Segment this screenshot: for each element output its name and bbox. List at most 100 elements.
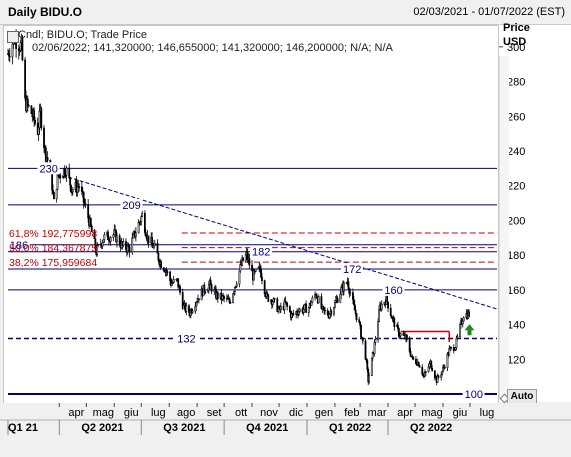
candle xyxy=(126,242,129,255)
candle-body xyxy=(125,241,127,250)
candle-body xyxy=(151,237,153,244)
candle-body xyxy=(132,234,135,239)
candle-body xyxy=(454,347,457,351)
candle-body xyxy=(144,232,147,237)
candle-body xyxy=(292,313,295,315)
candle xyxy=(468,309,470,318)
candle-body xyxy=(355,313,358,320)
x-month-label: mar xyxy=(368,407,387,419)
x-month-label: giu xyxy=(124,407,139,419)
candle xyxy=(75,175,78,197)
candle xyxy=(284,296,287,304)
candle xyxy=(90,224,93,233)
candle xyxy=(279,302,282,313)
candle xyxy=(93,228,96,239)
candle-body xyxy=(188,305,190,313)
candle xyxy=(349,288,352,297)
x-month-label: giu xyxy=(453,407,468,419)
candle xyxy=(19,39,22,52)
candle-body xyxy=(8,55,11,58)
candle-body xyxy=(203,284,206,293)
candle-body xyxy=(271,301,274,305)
candle xyxy=(152,243,155,250)
candle-body xyxy=(397,328,400,337)
candle-body xyxy=(118,235,121,246)
candle-body xyxy=(418,365,421,368)
y-tick-label: 200 xyxy=(507,215,525,227)
y-tick-label: 220 xyxy=(507,181,525,193)
candle xyxy=(239,259,242,274)
candle xyxy=(107,229,109,240)
x-quarter-label: Q2 2021 xyxy=(81,422,123,434)
candle-body xyxy=(399,333,402,337)
y-tick-label: 180 xyxy=(507,250,525,262)
candle-body xyxy=(377,321,380,340)
candle-body xyxy=(408,339,411,352)
candle xyxy=(97,243,99,248)
x-month-label: lug xyxy=(151,407,166,419)
candle-body xyxy=(122,241,125,246)
price-scrollbar[interactable] xyxy=(499,56,509,400)
x-month-label: mag xyxy=(421,407,442,419)
candle xyxy=(397,321,399,332)
candle-body xyxy=(310,301,313,307)
candle xyxy=(169,270,171,286)
candle-body xyxy=(80,186,83,192)
candle xyxy=(373,339,376,357)
candle-body xyxy=(284,300,287,303)
candle xyxy=(366,358,369,373)
candle xyxy=(204,290,207,295)
level-label-132: 132 xyxy=(177,334,195,346)
candle-body xyxy=(40,108,43,129)
candle-body xyxy=(156,242,159,254)
candle xyxy=(307,306,310,317)
candle-body xyxy=(267,294,270,302)
candle xyxy=(172,275,175,284)
candle-body xyxy=(112,234,115,238)
candle-body xyxy=(65,167,68,176)
x-month-label: set xyxy=(207,407,222,419)
candle-body xyxy=(143,212,146,233)
candle-body xyxy=(354,309,357,314)
candle-body xyxy=(210,284,213,292)
candle xyxy=(122,237,125,248)
candle-body xyxy=(172,279,175,283)
candle xyxy=(131,232,134,255)
candle xyxy=(273,297,276,303)
candle xyxy=(277,305,280,314)
candle-body xyxy=(353,304,356,311)
candle xyxy=(55,188,58,203)
candle-body xyxy=(177,278,180,288)
candle-legend-icon[interactable] xyxy=(7,31,19,43)
candle-body xyxy=(232,293,235,303)
candle-body xyxy=(140,216,143,223)
candle xyxy=(101,240,104,250)
candle xyxy=(448,344,451,356)
plot-area[interactable] xyxy=(3,25,499,404)
candle xyxy=(310,300,313,307)
candle xyxy=(424,370,427,376)
x-quarter-label: Q1 2022 xyxy=(329,422,371,434)
candle-body xyxy=(352,299,355,305)
candle xyxy=(40,106,43,131)
candle-body xyxy=(440,374,443,378)
candle xyxy=(387,301,389,313)
candle xyxy=(26,95,29,112)
candle xyxy=(330,309,333,317)
fib-label-1: 50,0% 184,367875 xyxy=(9,243,97,255)
candle xyxy=(216,291,219,303)
y-tick-label: 140 xyxy=(507,320,525,332)
candle xyxy=(242,257,244,262)
candle xyxy=(266,291,269,297)
candle-body xyxy=(34,120,36,124)
candle-body xyxy=(361,336,363,339)
candle xyxy=(361,336,363,340)
candle xyxy=(430,360,433,369)
candle-body xyxy=(424,372,426,377)
level-label-bg-100 xyxy=(462,388,485,401)
candle-body xyxy=(27,104,30,107)
candle-body xyxy=(303,304,306,310)
candle-body xyxy=(358,319,361,323)
candle xyxy=(320,293,323,310)
